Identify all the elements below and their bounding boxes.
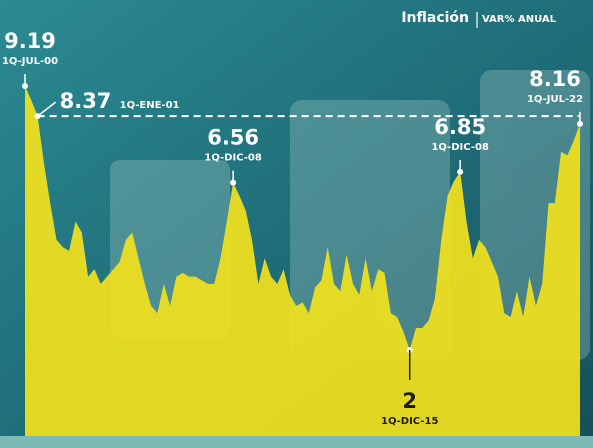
- chart-subtitle: VAR% ANUAL: [482, 14, 557, 25]
- value-label: 6.56: [207, 126, 259, 150]
- value-label: 6.85: [434, 115, 486, 139]
- value-label: 9.19: [4, 29, 56, 53]
- date-label: 1Q-DIC-08: [204, 153, 261, 164]
- base-strip: [0, 436, 593, 448]
- chart: 9.19 1Q-JUL-00 8.37 1Q-ENE-01 6.56 1Q-DIC-08 2…: [0, 0, 593, 448]
- value-label: 2: [402, 389, 417, 413]
- value-label: 8.16: [529, 67, 581, 91]
- date-label: 1Q-JUL-00: [2, 56, 58, 67]
- date-label: 1Q-DIC-15: [381, 416, 438, 427]
- date-label: 1Q-JUL-22: [527, 94, 583, 105]
- value-label: 8.37: [60, 89, 112, 113]
- date-label: 1Q-DIC-08: [431, 142, 488, 153]
- chart-title: Inflación: [401, 10, 469, 26]
- date-label: 1Q-ENE-01: [120, 100, 180, 111]
